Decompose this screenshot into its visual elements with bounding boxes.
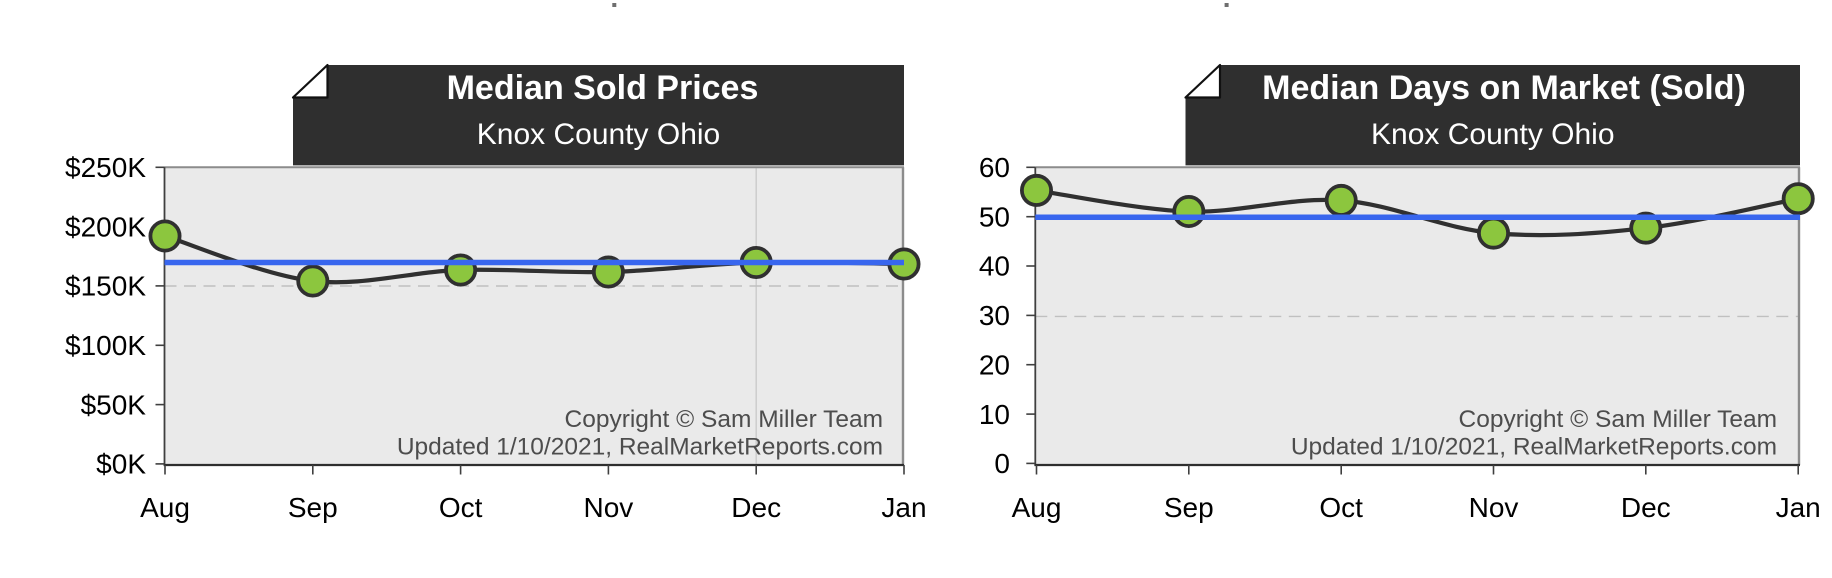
svg-text:10: 10 bbox=[979, 399, 1010, 430]
svg-text:Nov: Nov bbox=[584, 492, 634, 523]
svg-text:Dec: Dec bbox=[1621, 492, 1671, 523]
svg-text:50: 50 bbox=[979, 201, 1010, 232]
svg-text:Oct: Oct bbox=[1319, 492, 1363, 523]
svg-text:30: 30 bbox=[979, 300, 1010, 331]
svg-text:$150K: $150K bbox=[65, 271, 146, 302]
svg-text:Nov: Nov bbox=[1469, 492, 1519, 523]
svg-text:60: 60 bbox=[979, 152, 1010, 183]
svg-text:Median Sold Prices: Median Sold Prices bbox=[447, 69, 759, 107]
svg-text:$50K: $50K bbox=[81, 389, 147, 420]
svg-text:Jan: Jan bbox=[1776, 492, 1821, 523]
svg-text:$200K: $200K bbox=[65, 211, 146, 242]
svg-text:Updated 1/10/2021, RealMarketR: Updated 1/10/2021, RealMarketReports.com bbox=[1291, 434, 1777, 461]
svg-text:Sep: Sep bbox=[288, 492, 338, 523]
svg-text:Updated 1/10/2021, RealMarketR: Updated 1/10/2021, RealMarketReports.com bbox=[397, 434, 883, 461]
svg-text:Knox County Ohio: Knox County Ohio bbox=[1371, 118, 1614, 151]
svg-text:$0K: $0K bbox=[96, 449, 146, 480]
svg-text:Median Days on Market (Sold): Median Days on Market (Sold) bbox=[1262, 69, 1746, 107]
svg-text:40: 40 bbox=[979, 251, 1010, 282]
svg-text:Aug: Aug bbox=[140, 492, 190, 523]
svg-text:Aug: Aug bbox=[1012, 492, 1062, 523]
svg-text:$100K: $100K bbox=[65, 330, 146, 361]
svg-text:Dec: Dec bbox=[731, 492, 781, 523]
svg-text:Sep: Sep bbox=[1164, 492, 1214, 523]
svg-text:Copyright © Sam Miller Team: Copyright © Sam Miller Team bbox=[565, 406, 884, 433]
svg-text:Oct: Oct bbox=[439, 492, 483, 523]
svg-text:Knox County Ohio: Knox County Ohio bbox=[477, 118, 720, 151]
svg-text:Copyright © Sam Miller Team: Copyright © Sam Miller Team bbox=[1459, 406, 1778, 433]
svg-text:0: 0 bbox=[994, 448, 1010, 479]
svg-text:20: 20 bbox=[979, 349, 1010, 380]
svg-text:$250K: $250K bbox=[65, 152, 146, 183]
svg-text:Jan: Jan bbox=[881, 492, 926, 523]
